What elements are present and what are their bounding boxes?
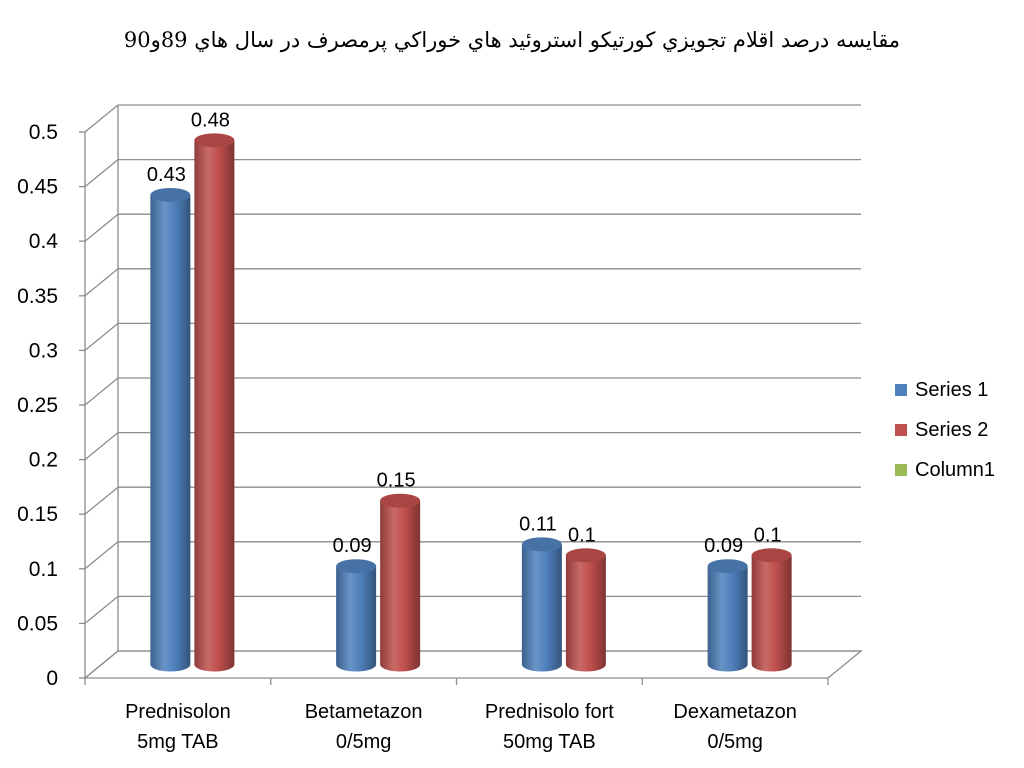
bar-series-1-cat-2 (336, 566, 377, 672)
gridline-side (84, 213, 119, 242)
gridline-side (84, 377, 119, 406)
bar-series-1-cat-1 (150, 194, 191, 672)
gridline-side (84, 595, 119, 624)
y-tick-label: 0.05 (17, 612, 58, 635)
bar-series-2-cat-3 (565, 555, 606, 672)
gridline-side (84, 486, 119, 515)
data-label: 0.1 (754, 524, 782, 546)
y-tick-label: 0.1 (29, 558, 58, 581)
legend-swatch-column1 (895, 464, 907, 476)
legend: Series 1 Series 2 Column1 (895, 370, 995, 490)
chart-title: مقايسه درصد اقلام تجويزي كورتيكو استروئي… (123, 28, 901, 52)
gridline-side (84, 432, 119, 461)
y-tick-label: 0.45 (17, 176, 58, 199)
x-category-label: 0/5mg (336, 731, 392, 753)
bar-series-2-cat-4 (751, 555, 792, 672)
x-category-label: Prednisolon (125, 701, 231, 723)
bar-series-2-cat-2 (380, 500, 421, 672)
y-tick-label: 0.15 (17, 503, 58, 526)
x-category-label: Prednisolo fort (485, 701, 614, 723)
legend-item-series-2: Series 2 (895, 410, 995, 450)
bar-series-1-cat-3 (521, 544, 562, 672)
y-tick-label: 0.35 (17, 285, 58, 308)
x-category-label: 0/5mg (707, 731, 763, 753)
gridline-side (84, 650, 119, 679)
x-category-label: Betametazon (305, 701, 423, 723)
bar-top (521, 537, 562, 552)
data-label: 0.1 (568, 524, 596, 546)
legend-swatch-series-1 (895, 384, 907, 396)
x-category-label: 5mg TAB (137, 731, 219, 753)
data-label: 0.09 (333, 535, 372, 557)
y-tick-label: 0.5 (29, 121, 58, 144)
y-tick-label: 0.4 (29, 230, 59, 253)
gridline-side (84, 104, 119, 133)
data-label: 0.48 (191, 109, 230, 131)
bar-top (336, 559, 377, 574)
gridline-side (84, 541, 119, 570)
data-label: 0.43 (147, 164, 186, 186)
legend-swatch-series-2 (895, 424, 907, 436)
legend-label-series-1: Series 1 (915, 378, 989, 401)
legend-label-series-2: Series 2 (915, 418, 989, 441)
gridline-side (84, 322, 119, 351)
y-tick-label: 0 (46, 667, 58, 690)
bar-top (751, 548, 792, 563)
x-category-label: Dexametazon (673, 701, 796, 723)
x-category-label: 50mg TAB (503, 731, 596, 753)
y-tick-label: 0.2 (29, 449, 58, 472)
legend-label-column1: Column1 (915, 458, 996, 481)
legend-item-column1: Column1 (895, 450, 995, 490)
y-tick-label: 0.25 (17, 394, 58, 417)
bar-top (707, 559, 748, 574)
gridline-side (84, 268, 119, 297)
y-tick-label: 0.3 (29, 339, 58, 362)
bar-top (150, 187, 191, 202)
bar-top (380, 493, 421, 508)
data-label: 0.09 (704, 535, 743, 557)
data-label: 0.11 (519, 513, 556, 535)
bar-top (565, 548, 606, 563)
legend-item-series-1: Series 1 (895, 370, 995, 410)
bar-series-2-cat-1 (194, 140, 235, 672)
bar-top (194, 133, 235, 148)
data-label: 0.15 (377, 470, 416, 492)
gridline-side (84, 159, 119, 188)
bar-series-1-cat-4 (707, 566, 748, 672)
